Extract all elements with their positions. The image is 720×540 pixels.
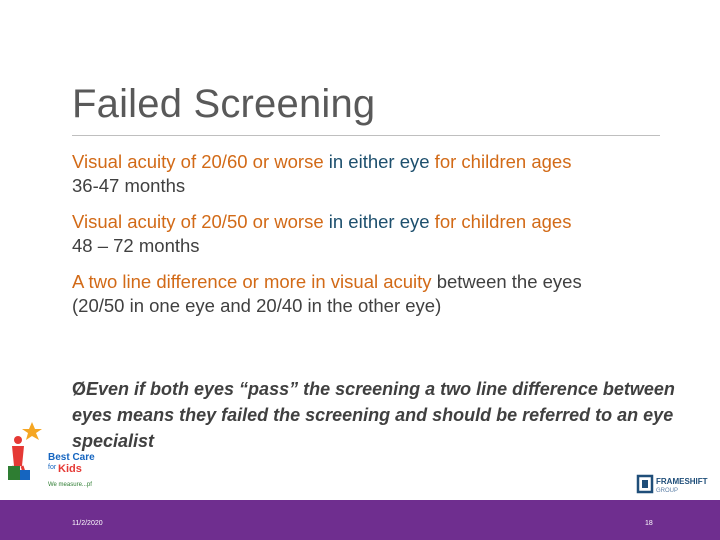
kids-figure-icon: Best Care for Kids We measure...pf: [8, 422, 95, 488]
logo-tagline: We measure...pf: [48, 482, 92, 488]
slide-title: Failed Screening: [72, 82, 376, 126]
footer-bar: 11/2/2020 18: [0, 500, 720, 540]
paragraph-1-part-2: in either eye: [328, 151, 430, 172]
paragraph-1-part-3: for children ages: [429, 151, 572, 172]
paragraph-3-part-2: between the eyes: [431, 271, 582, 292]
best-care-for-kids-logo: Best Care for Kids We measure...pf: [4, 422, 104, 494]
paragraph-1-part-4: 36-47 months: [72, 175, 186, 196]
frameshift-group-logo: FRAMESHIFT GROUP: [636, 470, 716, 498]
paragraph-2-part-2: in either eye: [328, 211, 430, 232]
paragraph-3: A two line difference or more in visual …: [72, 270, 702, 318]
slide-body: Visual acuity of 20/60 or worse in eithe…: [72, 150, 702, 330]
title-divider: [72, 135, 660, 136]
paragraph-3-part-3: (20/50 in one eye and 20/40 in the other…: [72, 295, 442, 316]
paragraph-1: Visual acuity of 20/60 or worse in eithe…: [72, 150, 702, 198]
paragraph-2-part-4: 48 – 72 months: [72, 235, 200, 256]
logo-text-kids: Kids: [58, 463, 82, 475]
footer-date: 11/2/2020: [72, 520, 103, 527]
logo-text-group: GROUP: [656, 488, 678, 494]
bullet-note: ØEven if both eyes “pass” the screening …: [72, 376, 702, 454]
paragraph-3-part-1: A two line difference or more in visual …: [72, 271, 432, 292]
arrow-bullet-icon: Ø: [72, 379, 87, 399]
logo-text-for: for: [48, 464, 57, 471]
frameshift-mark-icon: FRAMESHIFT GROUP: [636, 474, 708, 494]
paragraph-2-part-3: for children ages: [429, 211, 572, 232]
page-number: 18: [645, 520, 653, 527]
paragraph-1-part-1: Visual acuity of 20/60 or worse: [72, 151, 329, 172]
paragraph-2-part-1: Visual acuity of 20/50 or worse: [72, 211, 329, 232]
logo-text-frameshift: FRAMESHIFT: [656, 477, 708, 486]
bullet-text: Even if both eyes “pass” the screening a…: [72, 379, 675, 451]
logo-text-best-care: Best Care: [48, 452, 95, 463]
paragraph-2: Visual acuity of 20/50 or worse in eithe…: [72, 210, 702, 258]
